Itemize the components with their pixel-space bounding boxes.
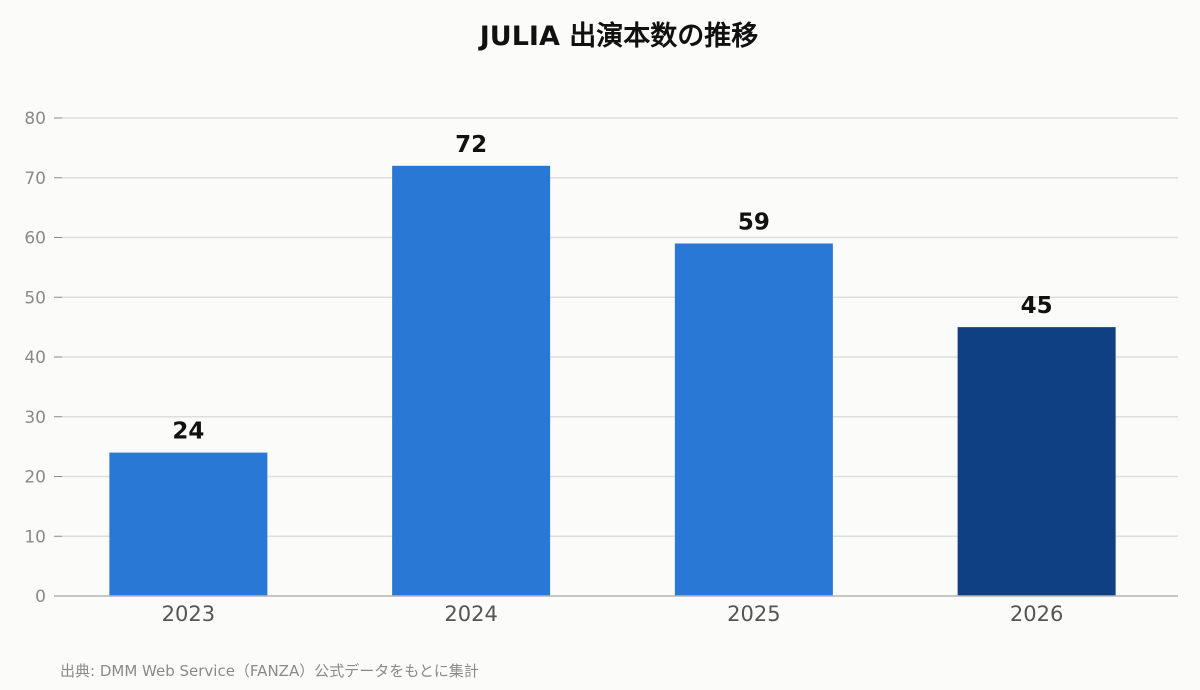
- x-tick-label-2026: 2026: [1010, 602, 1063, 626]
- bar-2025: [674, 243, 833, 596]
- x-tick-label-2025: 2025: [727, 602, 780, 626]
- y-tick-label: 10: [24, 527, 46, 547]
- data-label-2025: 59: [738, 209, 770, 235]
- bar-2023: [109, 452, 268, 596]
- data-labels: 24 72 59 45: [172, 132, 1052, 445]
- y-tick-label: 50: [24, 288, 46, 308]
- bars: [109, 165, 1116, 597]
- x-axis-ticks: 2023 2024 2025 2026: [162, 602, 1064, 626]
- data-label-2026: 45: [1021, 293, 1053, 319]
- bar-2026: [957, 327, 1116, 596]
- data-label-2023: 24: [172, 419, 204, 445]
- y-tick-label: 80: [24, 109, 46, 129]
- chart-title: JULIA 出演本数の推移: [478, 20, 759, 52]
- y-tick-label: 60: [24, 229, 46, 249]
- y-tick-label: 70: [24, 169, 46, 189]
- source-note: 出典: DMM Web Service（FANZA）公式データをもとに集計: [60, 662, 479, 680]
- y-tick-label: 20: [24, 468, 46, 488]
- y-tick-label: 30: [24, 408, 46, 428]
- bar-2024: [392, 165, 551, 597]
- x-tick-label-2024: 2024: [444, 602, 497, 626]
- y-tick-label: 40: [24, 348, 46, 368]
- y-tick-label: 0: [35, 587, 46, 607]
- x-tick-label-2023: 2023: [162, 602, 215, 626]
- data-label-2024: 72: [455, 132, 487, 158]
